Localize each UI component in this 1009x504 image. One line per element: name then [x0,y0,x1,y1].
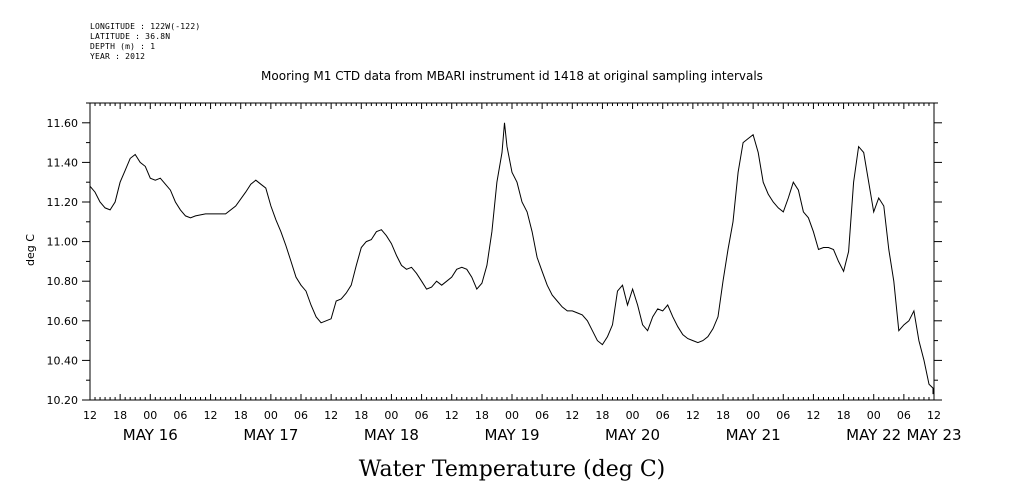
x-tick-label: 12 [686,409,700,422]
x-tick-label: 12 [83,409,97,422]
x-tick-label: 18 [234,409,248,422]
temperature-line [89,122,934,395]
meta-depth: DEPTH (m) : 1 [90,42,156,51]
x-tick-label: 06 [776,409,790,422]
x-tick-label: 00 [626,409,640,422]
x-tick-label: 06 [294,409,308,422]
x-tick-label: 12 [565,409,579,422]
y-tick-label: 11.60 [47,117,79,130]
x-tick-label: 18 [716,409,730,422]
x-tick-label: 00 [867,409,881,422]
day-label: MAY 21 [726,426,781,444]
metadata-block: LONGITUDE : 122W(-122) LATITUDE : 36.8N … [90,22,200,62]
day-labels: MAY 16 MAY 17 MAY 18 MAY 19 MAY 20 MAY 21 MAY … [123,426,962,444]
x-tick-label: 18 [475,409,489,422]
x-tick-label: 06 [415,409,429,422]
x-tick-label: 00 [264,409,278,422]
x-tick-label: 06 [897,409,911,422]
x-tick-label: 00 [746,409,760,422]
x-tick-label: 18 [113,409,127,422]
y-tick-label: 10.60 [47,315,79,328]
x-axis-label: Water Temperature (deg C) [359,457,666,482]
chart-title: Mooring M1 CTD data from MBARI instrumen… [261,69,763,83]
x-tick-label: 12 [927,409,941,422]
day-label: MAY 17 [243,426,298,444]
y-tick-label: 10.80 [47,275,79,288]
x-tick-label: 06 [535,409,549,422]
y-tick-labels: 10.20 10.40 10.60 10.80 11.00 11.20 11.40 11.60 [47,117,79,407]
x-tick-label: 12 [204,409,218,422]
meta-longitude: LONGITUDE : 122W(-122) [90,22,201,31]
meta-latitude: LATITUDE : 36.8N [90,32,171,41]
x-tick-label: 06 [173,409,187,422]
day-label: MAY 23 [906,426,961,444]
y-tick-label: 11.20 [47,196,79,209]
y-tick-label: 10.20 [47,394,79,407]
x-tick-label: 06 [656,409,670,422]
day-label: MAY 19 [484,426,539,444]
x-tick-label: 12 [445,409,459,422]
x-tick-label: 00 [505,409,519,422]
x-tick-label: 12 [806,409,820,422]
y-axis-label: deg C [24,234,37,266]
x-tick-label: 18 [595,409,609,422]
y-tick-label: 10.40 [47,354,79,367]
plot-frame [89,102,935,401]
x-tick-label: 00 [384,409,398,422]
y-tick-label: 11.40 [47,156,79,169]
x-tick-label: 12 [324,409,338,422]
x-tick-labels: 12 18 00 06 12 18 00 06 12 18 00 06 12 18 00 06 12 18 00 06… [83,409,941,422]
x-tick-label: 00 [143,409,157,422]
day-label: MAY 18 [364,426,419,444]
x-tick-label: 18 [837,409,851,422]
axes [82,102,942,401]
meta-year: YEAR : 2012 [90,52,146,61]
x-tick-label: 18 [354,409,368,422]
day-label: MAY 20 [605,426,660,444]
day-label: MAY 16 [123,426,178,444]
day-label: MAY 22 [846,426,901,444]
y-tick-label: 11.00 [47,236,79,249]
